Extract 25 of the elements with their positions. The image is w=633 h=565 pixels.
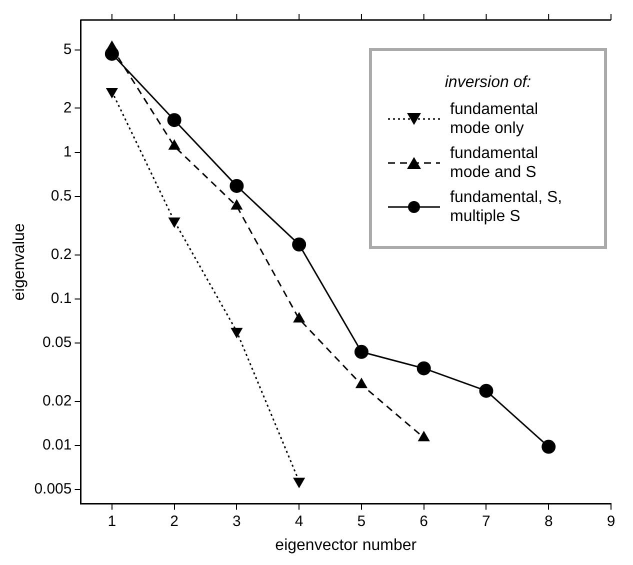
y-tick-label: 0.1 xyxy=(50,290,72,308)
x-tick-label: 9 xyxy=(606,512,616,530)
legend-title: inversion of: xyxy=(444,73,532,92)
x-tick-label: 6 xyxy=(420,512,428,530)
x-tick-label: 2 xyxy=(170,512,178,530)
y-tick-label: 5 xyxy=(63,41,72,58)
y-axis-title: eigenvalue xyxy=(11,223,28,301)
y-tick-label: 0.5 xyxy=(50,188,72,205)
y-tick-label: 0.02 xyxy=(42,392,72,410)
y-tick-label: 2 xyxy=(63,99,72,116)
x-tick-label: 7 xyxy=(482,512,490,530)
y-tick-label: 0.05 xyxy=(42,334,72,352)
x-tick-label: 3 xyxy=(232,512,241,530)
y-tick-label: 0.01 xyxy=(42,436,72,454)
y-tick-label: 1 xyxy=(63,144,72,160)
legend-label: fundamental mode only xyxy=(450,100,540,138)
x-axis-title: eigenvector number xyxy=(275,536,418,554)
x-tick-label: 1 xyxy=(108,512,116,530)
x-tick-label: 5 xyxy=(357,512,366,530)
x-tick-label: 4 xyxy=(294,512,304,530)
y-tick-label: 0.2 xyxy=(50,246,72,263)
legend-label: fundamental, S, multiple S xyxy=(450,188,564,226)
legend-label: fundamental mode and S xyxy=(450,144,540,182)
x-tick-label: 8 xyxy=(544,512,553,530)
y-tick-label: 0.005 xyxy=(34,480,72,498)
